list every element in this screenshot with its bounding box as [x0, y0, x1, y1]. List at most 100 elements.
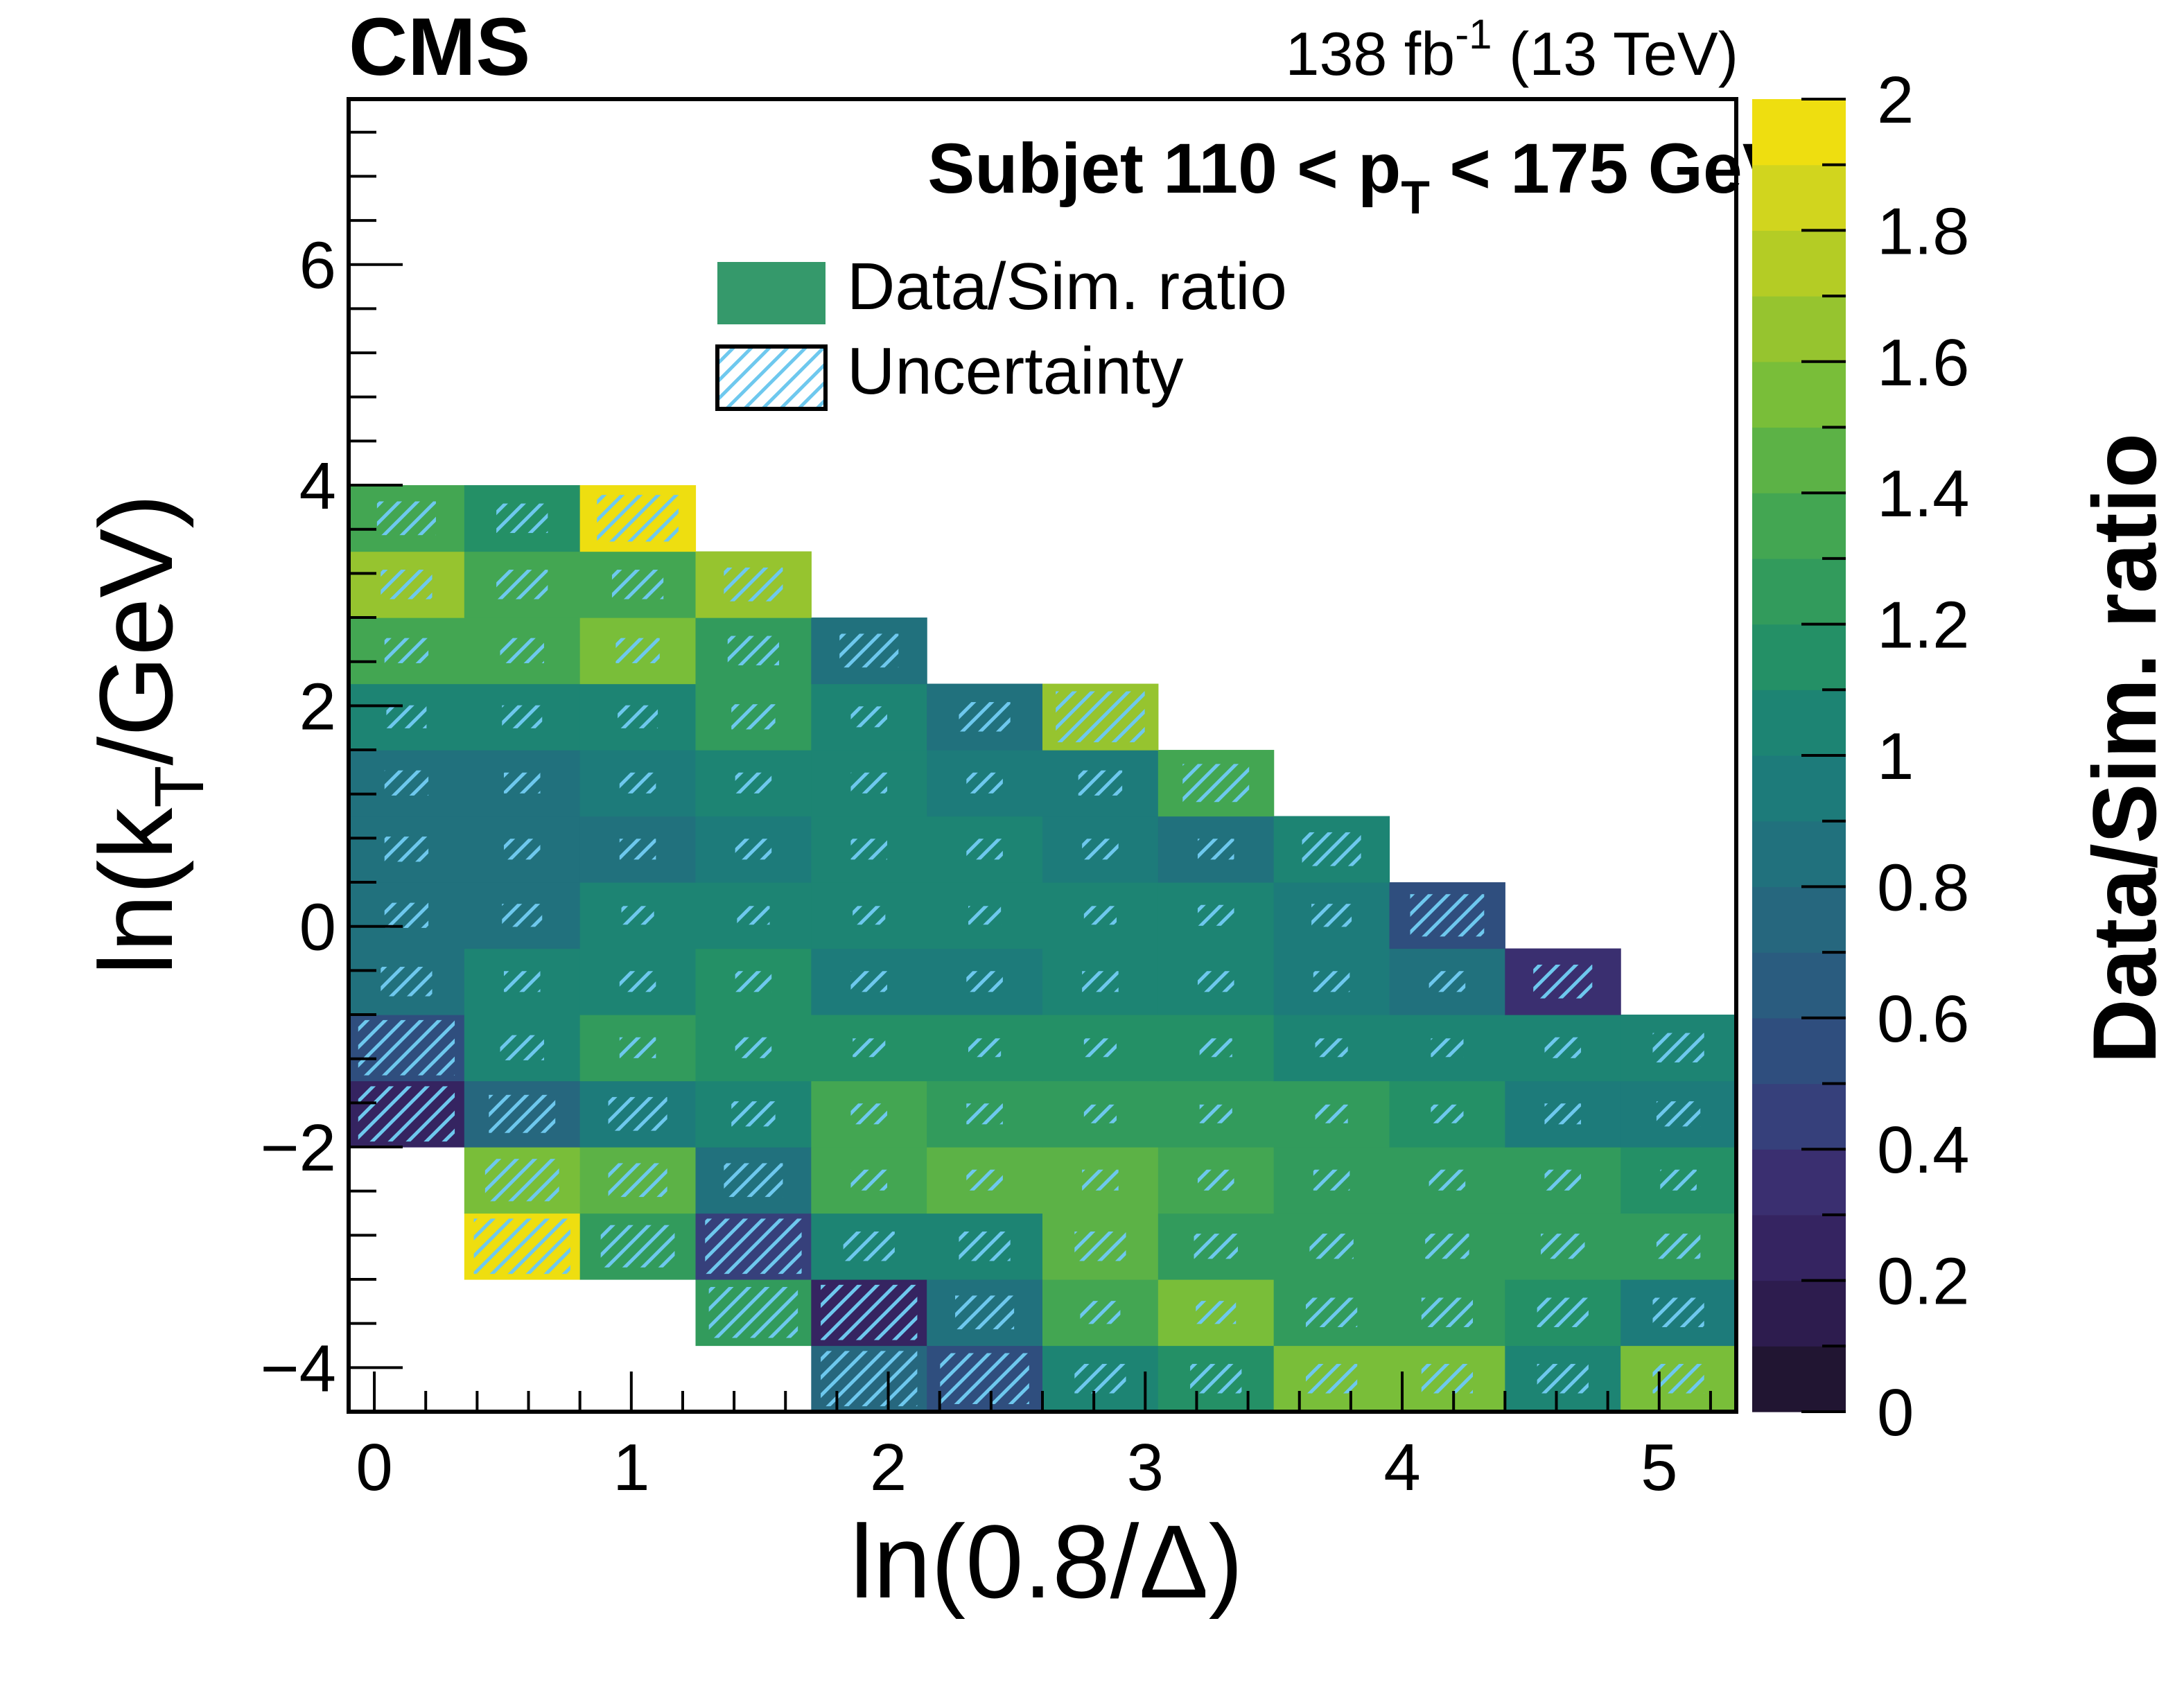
color-bar-title: Data/Sim. ratio	[2074, 433, 2175, 1064]
color-bar-tick-label: 1.6	[1877, 326, 1969, 400]
uncertainty-hatch	[966, 839, 1003, 860]
uncertainty-hatch	[850, 772, 888, 794]
luminosity-value: 138 fb	[1286, 19, 1456, 88]
x-axis-title: ln(0.8/Δ)	[850, 1503, 1243, 1620]
plot-title-subscript: T	[1401, 171, 1430, 224]
uncertainty-hatch	[1533, 964, 1593, 999]
uncertainty-hatch	[376, 501, 436, 536]
uncertainty-hatch	[358, 1086, 455, 1142]
y-axis-title-subscript: T	[141, 765, 218, 807]
y-tick-label: −2	[261, 1111, 336, 1185]
uncertainty-hatch	[1431, 1104, 1464, 1123]
uncertainty-hatch	[1182, 764, 1250, 803]
uncertainty-hatch	[1197, 1169, 1234, 1191]
uncertainty-hatch	[955, 1295, 1015, 1330]
color-bar-segment	[1752, 427, 1846, 493]
uncertainty-hatch	[1199, 1038, 1232, 1058]
uncertainty-hatch	[1305, 1297, 1358, 1328]
uncertainty-hatch	[1311, 904, 1352, 927]
uncertainty-hatch	[600, 1225, 675, 1268]
uncertainty-hatch	[1309, 1234, 1354, 1259]
x-tick-label: 1	[613, 1430, 649, 1505]
uncertainty-hatch	[966, 971, 1003, 992]
y-axis-title-suffix: /GeV)	[78, 494, 194, 766]
color-bar-segment	[1752, 821, 1846, 887]
color-bar-segment	[1752, 690, 1846, 756]
color-bar-segment	[1752, 558, 1846, 625]
uncertainty-hatch	[1074, 1232, 1126, 1261]
uncertainty-hatch	[1074, 1364, 1126, 1394]
uncertainty-hatch	[619, 839, 656, 860]
color-bar: 0 0.2 0.4 0.6 0.8 1 1.2 1.4 1.6 1.8 2	[1752, 63, 1969, 1450]
legend-swatch-uncertainty	[715, 344, 828, 411]
uncertainty-hatch	[1080, 1301, 1121, 1324]
uncertainty-hatch	[473, 1218, 570, 1274]
color-bar-segment	[1752, 952, 1846, 1019]
y-tick-label: 0	[299, 891, 336, 965]
uncertainty-hatch	[503, 839, 541, 860]
uncertainty-hatch	[850, 706, 888, 728]
experiment-label: CMS	[349, 1, 530, 93]
uncertainty-hatch	[1652, 1364, 1704, 1394]
uncertainty-hatch	[850, 839, 888, 860]
uncertainty-hatch	[731, 704, 776, 730]
color-bar-segment	[1752, 230, 1846, 297]
uncertainty-hatch	[1078, 770, 1123, 796]
uncertainty-hatch	[1313, 971, 1350, 992]
uncertainty-hatch	[1537, 1297, 1589, 1328]
color-bar-tick-label: 0.6	[1877, 982, 1969, 1056]
uncertainty-hatch	[615, 638, 660, 663]
uncertainty-hatch	[1656, 1234, 1701, 1259]
uncertainty-hatch	[1082, 839, 1119, 860]
y-axis-title-prefix: ln(k	[78, 807, 194, 976]
color-bar-segment	[1752, 1214, 1846, 1281]
uncertainty-hatch	[968, 1038, 1002, 1058]
uncertainty-hatch	[1197, 971, 1234, 992]
color-bar-tick-label: 2	[1877, 63, 1914, 137]
y-tick-label: −4	[261, 1331, 336, 1405]
uncertainty-hatch	[1421, 1297, 1474, 1328]
legend-swatch-ratio	[717, 262, 825, 324]
uncertainty-hatch	[384, 638, 429, 663]
y-tick-label: 4	[299, 449, 336, 523]
uncertainty-hatch	[966, 772, 1003, 794]
legend-label-ratio: Data/Sim. ratio	[847, 249, 1287, 324]
color-bar-segment	[1752, 1280, 1846, 1347]
uncertainty-hatch	[1421, 1364, 1474, 1394]
uncertainty-hatches	[358, 495, 1704, 1407]
x-tick-label: 0	[356, 1430, 392, 1505]
uncertainty-hatch	[1652, 1033, 1704, 1063]
legend: Data/Sim. ratio Uncertainty	[715, 249, 1287, 411]
color-bar-segment	[1752, 1149, 1846, 1216]
uncertainty-hatch	[1197, 904, 1234, 926]
uncertainty-hatch	[503, 772, 541, 794]
legend-label-uncertainty: Uncertainty	[847, 334, 1184, 408]
uncertainty-hatch	[384, 902, 429, 928]
uncertainty-hatch	[621, 906, 654, 925]
uncertainty-hatch	[1082, 1169, 1119, 1191]
uncertainty-hatch	[959, 702, 1011, 732]
uncertainty-hatch	[821, 1284, 918, 1340]
color-bar-tick-label: 0.2	[1877, 1245, 1969, 1319]
uncertainty-hatch	[619, 971, 656, 992]
uncertainty-hatch	[1410, 894, 1485, 937]
color-bar-tick-label: 1	[1877, 719, 1914, 794]
color-bar-segment	[1752, 1346, 1846, 1412]
uncertainty-hatch	[1197, 839, 1234, 860]
uncertainty-hatch	[618, 705, 658, 728]
uncertainty-hatch	[358, 1019, 455, 1076]
uncertainty-hatch	[496, 570, 548, 599]
plot-title-prefix: Subjet 110 < p	[927, 129, 1401, 208]
uncertainty-hatch	[1083, 1038, 1117, 1058]
uncertainty-hatch	[384, 836, 429, 862]
color-bar-segment	[1752, 1017, 1846, 1085]
uncertainty-hatch	[1082, 971, 1119, 992]
uncertainty-hatch	[381, 967, 433, 997]
uncertainty-hatch	[500, 1035, 544, 1060]
luminosity-exponent: -1	[1455, 11, 1492, 58]
uncertainty-hatch	[1544, 1169, 1582, 1191]
y-axis: −4 −2 0 2 4 6	[261, 130, 403, 1413]
luminosity-label: 138 fb-1 (13 TeV)	[1286, 11, 1738, 88]
uncertainty-hatch	[1431, 1038, 1464, 1058]
